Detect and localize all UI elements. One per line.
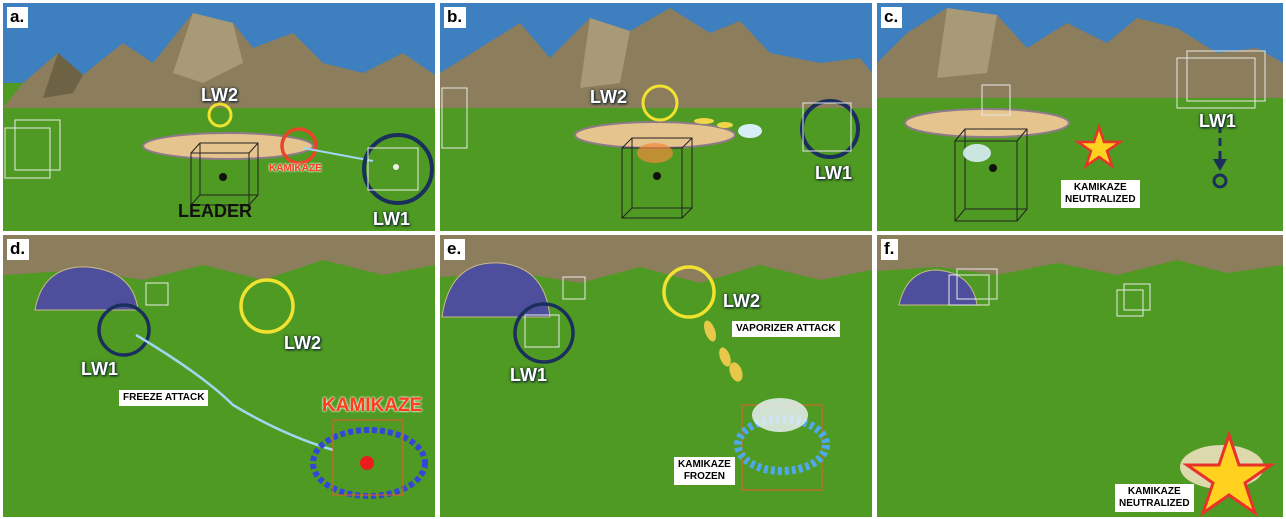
- scene-d: [3, 235, 435, 517]
- panel-letter: d.: [7, 239, 30, 260]
- box-line: NEUTRALIZED: [1065, 194, 1136, 205]
- leader-label: LEADER: [178, 201, 253, 221]
- kamikaze-label: KAMIKAZE: [269, 163, 322, 174]
- vaporizer-attack-label: VAPORIZER ATTACK: [732, 321, 840, 337]
- scene-f: [877, 235, 1283, 517]
- scene-e: [440, 235, 872, 517]
- panel-d: d. LW1 LW2 FREEZE ATTACK KAMIKAZE: [3, 235, 435, 517]
- kamikaze-frozen-label: KAMIKAZE FROZEN: [674, 457, 735, 485]
- lw1-label: LW1: [815, 163, 853, 183]
- box-line: KAMIKAZE: [1127, 486, 1181, 497]
- scene-a: [3, 3, 435, 231]
- freeze-attack-label: FREEZE ATTACK: [119, 390, 209, 406]
- lw2-label: LW2: [590, 87, 628, 107]
- panel-b: b. LW2 LW1: [440, 3, 872, 231]
- lw2-label: LW2: [201, 85, 239, 105]
- panel-f: f. KAMIKAZE NEUTRALIZED: [877, 235, 1283, 517]
- panel-letter: e.: [444, 239, 466, 260]
- panel-a: a. LW2 KAMIKAZE LEADER LW1: [3, 3, 435, 231]
- panel-c: c. LW1 KAMIKAZE NEUTRALIZED: [877, 3, 1283, 231]
- lw2-label: LW2: [284, 333, 322, 353]
- panel-letter: b.: [444, 7, 467, 28]
- lw1-label: LW1: [510, 365, 548, 385]
- lw2-label: LW2: [723, 291, 761, 311]
- kamikaze-neutralized-label: KAMIKAZE NEUTRALIZED: [1061, 180, 1140, 208]
- panel-letter: f.: [881, 239, 899, 260]
- lw1-label: LW1: [373, 209, 411, 229]
- kamikaze-label: KAMIKAZE: [322, 395, 423, 416]
- panel-letter: a.: [7, 7, 29, 28]
- kamikaze-neutralized-label: KAMIKAZE NEUTRALIZED: [1115, 484, 1194, 512]
- box-line: FROZEN: [683, 471, 725, 482]
- lw1-label: LW1: [81, 359, 119, 379]
- box-line: KAMIKAZE: [1073, 182, 1127, 193]
- box-line: KAMIKAZE: [678, 459, 731, 470]
- scene-b: [440, 3, 872, 231]
- lw1-label: LW1: [1199, 111, 1237, 131]
- panel-letter: c.: [881, 7, 903, 28]
- panel-e: e. LW2 VAPORIZER ATTACK LW1 KAMIKAZE FRO…: [440, 235, 872, 517]
- box-line: NEUTRALIZED: [1119, 498, 1190, 509]
